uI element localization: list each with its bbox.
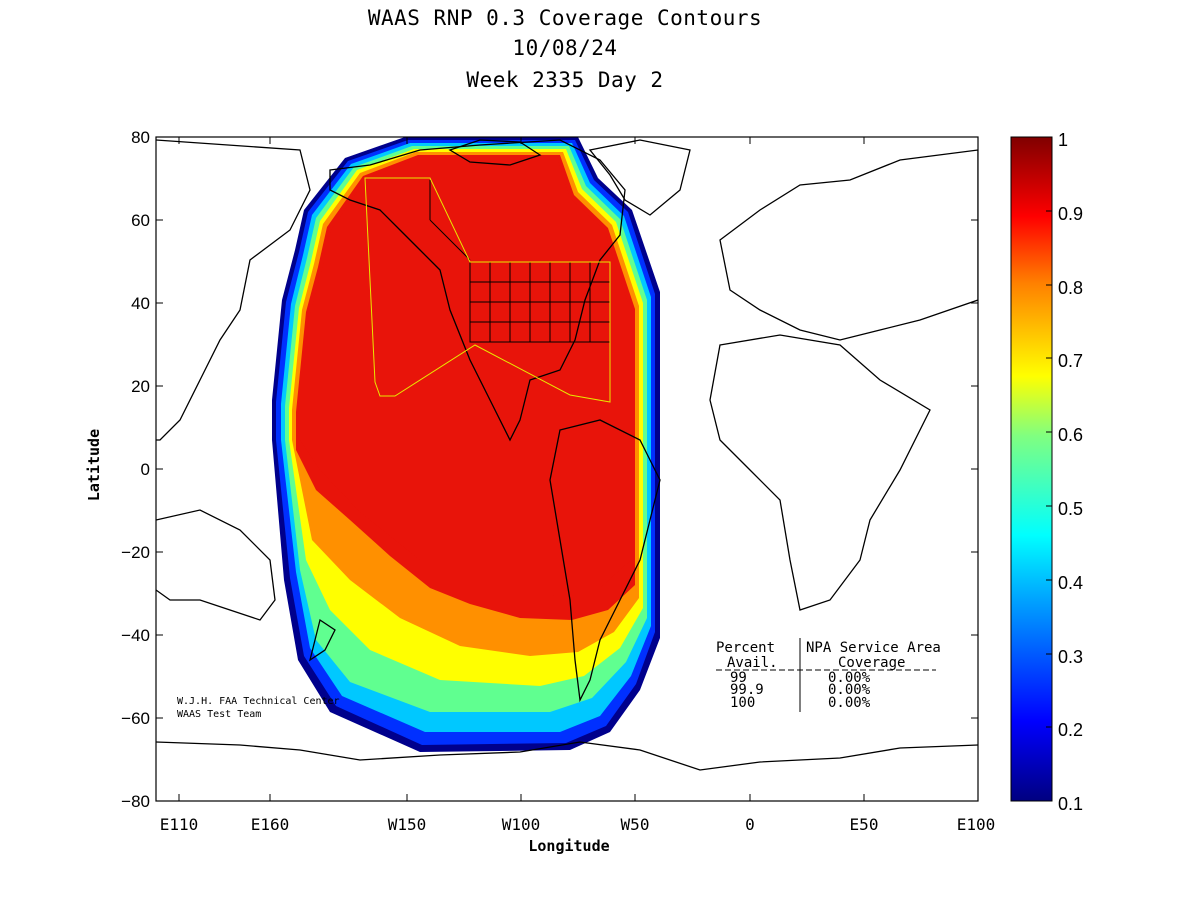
x-axis-ticks bbox=[178, 137, 979, 801]
colorbar-tick-label: 0.4 bbox=[1058, 573, 1083, 593]
chart-week: Week 2335 Day 2 bbox=[466, 68, 664, 92]
y-axis-ticks bbox=[156, 136, 978, 802]
stats-header-percent: Percent bbox=[716, 640, 775, 656]
us-state-borders bbox=[429, 180, 611, 343]
x-tick-label: E110 bbox=[160, 815, 199, 834]
y-tick-label: −80 bbox=[121, 792, 150, 811]
x-tick-label: W150 bbox=[388, 815, 427, 834]
colorbar-tick-label: 0.3 bbox=[1058, 647, 1083, 667]
x-tick-label: W50 bbox=[621, 815, 650, 834]
y-tick-label: −40 bbox=[121, 626, 150, 645]
stats-row-coverage: 0.00% bbox=[828, 682, 871, 698]
y-tick-label: 40 bbox=[131, 294, 150, 313]
y-axis-label: Latitude bbox=[85, 429, 103, 501]
x-tick-label: E160 bbox=[251, 815, 290, 834]
coast-antarctica bbox=[156, 741, 978, 771]
coast-north-america bbox=[329, 139, 626, 442]
colorbar-ticks bbox=[1046, 136, 1052, 802]
stats-row-coverage: 0.00% bbox=[828, 670, 871, 686]
stats-row-avail: 100 bbox=[730, 695, 755, 711]
y-tick-label: 60 bbox=[131, 211, 150, 230]
stats-table: Percent NPA Service Area Avail. Coverage… bbox=[716, 638, 941, 712]
stats-row-avail: 99.9 bbox=[730, 682, 764, 698]
chart-title: WAAS RNP 0.3 Coverage Contours bbox=[367, 6, 763, 30]
stats-subheader-coverage: Coverage bbox=[838, 655, 905, 671]
stats-row-coverage: 0.00% bbox=[828, 695, 871, 711]
x-tick-label: W100 bbox=[502, 815, 541, 834]
service-area-outline bbox=[364, 177, 611, 403]
y-tick-label: 20 bbox=[131, 377, 150, 396]
colorbar-tick-label: 0.6 bbox=[1058, 425, 1083, 445]
y-tick-label: 80 bbox=[131, 128, 150, 147]
stats-header-npa: NPA Service Area bbox=[806, 640, 941, 656]
chart-date: 10/08/24 bbox=[512, 36, 618, 60]
colorbar-tick-label: 0.9 bbox=[1058, 204, 1083, 224]
y-tick-label: −60 bbox=[121, 709, 150, 728]
y-tick-label: 0 bbox=[141, 460, 150, 479]
stats-row-avail: 99 bbox=[730, 670, 747, 686]
colorbar-tick-label: 1 bbox=[1058, 130, 1068, 150]
coastlines bbox=[156, 139, 978, 771]
coast-greenland bbox=[588, 139, 691, 216]
x-tick-label: 0 bbox=[745, 815, 755, 834]
colorbar-tick-label: 0.8 bbox=[1058, 278, 1083, 298]
x-axis-label: Longitude bbox=[528, 837, 609, 855]
colorbar-tick-label: 0.2 bbox=[1058, 720, 1083, 740]
coast-arctic-islands bbox=[448, 139, 542, 166]
colorbar bbox=[1010, 136, 1053, 802]
x-tick-label: E100 bbox=[957, 815, 996, 834]
coast-australia bbox=[156, 509, 276, 621]
stats-subheader-avail: Avail. bbox=[727, 655, 778, 671]
x-tick-label: E50 bbox=[850, 815, 879, 834]
coast-south-america bbox=[549, 419, 661, 703]
credit-line-1: W.J.H. FAA Technical Center bbox=[177, 696, 340, 707]
y-tick-label: −20 bbox=[121, 543, 150, 562]
credit-line-2: WAAS Test Team bbox=[177, 709, 261, 720]
colorbar-tick-label: 0.7 bbox=[1058, 351, 1083, 371]
colorbar-tick-label: 0.1 bbox=[1058, 794, 1083, 814]
coast-new-zealand bbox=[308, 618, 336, 662]
coverage-core-fill bbox=[300, 158, 631, 596]
coast-africa bbox=[709, 334, 931, 611]
coast-asia bbox=[156, 139, 311, 441]
colorbar-tick-label: 0.5 bbox=[1058, 499, 1083, 519]
coast-europe bbox=[719, 149, 978, 341]
